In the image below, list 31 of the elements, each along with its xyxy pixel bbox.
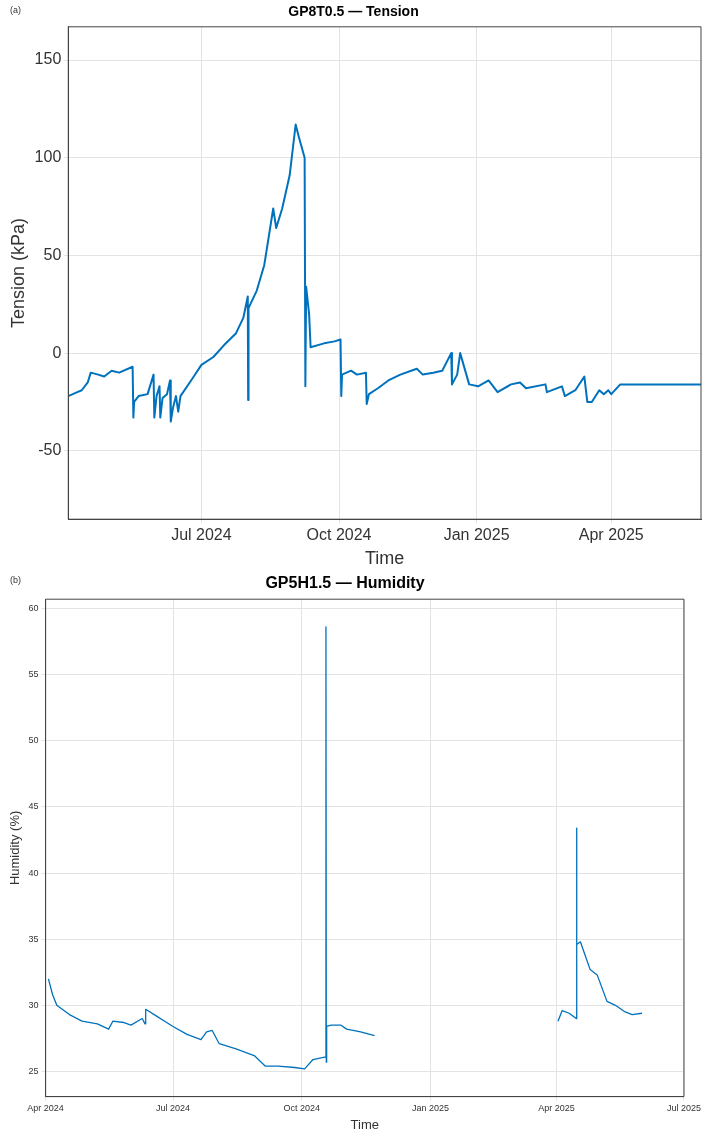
- x-axis-title: Time: [364, 548, 405, 569]
- y-axis-title: Tension (kPa): [7, 217, 28, 329]
- x-tick-label: Apr 2024: [27, 1103, 64, 1114]
- x-tick-label: Jul 2024: [171, 526, 232, 544]
- y-tick-label: 40: [28, 867, 39, 878]
- x-tick-label: Jan 2025: [412, 1103, 450, 1114]
- y-tick-label: -50: [38, 441, 62, 459]
- x-tick-label: Oct 2024: [283, 1103, 321, 1114]
- y-tick-label: 60: [28, 602, 39, 613]
- text: (a): [10, 4, 21, 15]
- x-axis-title: Time: [350, 1116, 379, 1132]
- y-tick-label: 30: [28, 999, 39, 1010]
- y-tick-label: 45: [28, 801, 39, 812]
- x-tick-label: Jul 2025: [666, 1103, 701, 1114]
- y-tick-label: 100: [34, 148, 62, 166]
- y-tick-label: 25: [28, 1065, 39, 1076]
- x-tick-label: Oct 2024: [306, 526, 372, 544]
- y-tick-label: 50: [28, 735, 39, 746]
- y-tick-label: 50: [43, 245, 62, 263]
- y-tick-label: 0: [52, 343, 62, 361]
- chart-title: GP8T0.5 — Tension: [288, 3, 419, 20]
- chart-title: GP5H1.5 — Humidity: [265, 574, 425, 592]
- x-tick-label: Apr 2025: [538, 1103, 575, 1114]
- text: (b): [10, 574, 21, 585]
- y-axis-title: Humidity (%): [7, 810, 23, 886]
- x-tick-label: Jul 2024: [155, 1103, 191, 1114]
- y-tick-label: 150: [34, 50, 62, 68]
- y-tick-label: 35: [28, 933, 39, 944]
- y-tick-label: 55: [28, 669, 39, 680]
- x-tick-label: Apr 2025: [578, 526, 644, 544]
- x-tick-label: Jan 2025: [443, 526, 510, 544]
